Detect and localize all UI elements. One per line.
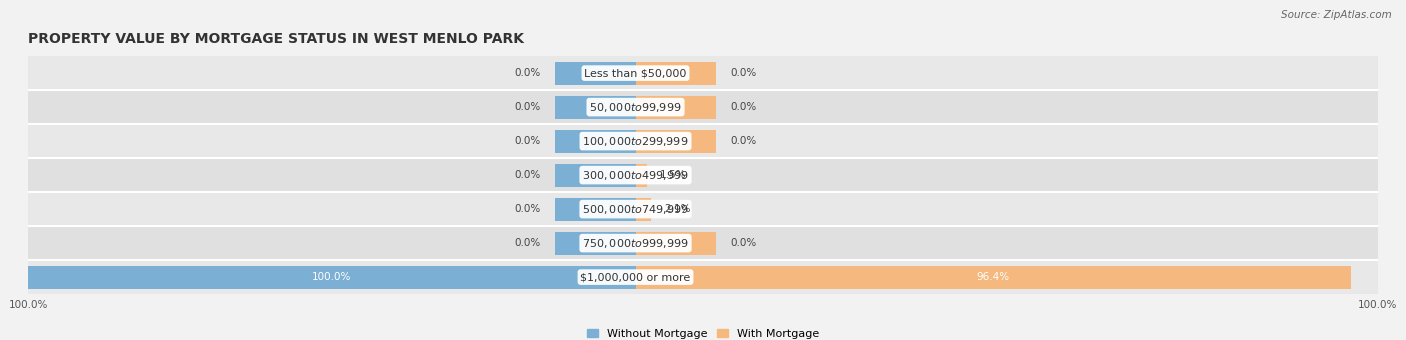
- Bar: [636, 232, 717, 255]
- Bar: [28, 158, 1378, 192]
- Text: 96.4%: 96.4%: [977, 272, 1010, 282]
- Bar: [636, 130, 717, 153]
- Text: $100,000 to $299,999: $100,000 to $299,999: [582, 135, 689, 148]
- Bar: [28, 226, 1378, 260]
- Bar: [28, 260, 1378, 294]
- Text: 0.0%: 0.0%: [730, 136, 756, 146]
- Text: 0.0%: 0.0%: [515, 170, 541, 180]
- Text: $50,000 to $99,999: $50,000 to $99,999: [589, 101, 682, 114]
- Bar: [554, 62, 636, 85]
- Text: 1.5%: 1.5%: [661, 170, 686, 180]
- Text: 100.0%: 100.0%: [312, 272, 352, 282]
- Bar: [636, 198, 651, 221]
- Bar: [28, 56, 1378, 90]
- Bar: [636, 62, 717, 85]
- Bar: [636, 164, 647, 187]
- Bar: [28, 90, 1378, 124]
- Text: $500,000 to $749,999: $500,000 to $749,999: [582, 203, 689, 216]
- Text: 0.0%: 0.0%: [730, 238, 756, 248]
- Text: PROPERTY VALUE BY MORTGAGE STATUS IN WEST MENLO PARK: PROPERTY VALUE BY MORTGAGE STATUS IN WES…: [28, 32, 524, 46]
- Bar: [28, 124, 1378, 158]
- Text: 0.0%: 0.0%: [730, 102, 756, 112]
- Text: $300,000 to $499,999: $300,000 to $499,999: [582, 169, 689, 182]
- Text: 0.0%: 0.0%: [515, 68, 541, 78]
- Text: 0.0%: 0.0%: [515, 136, 541, 146]
- Bar: [554, 96, 636, 119]
- Bar: [28, 266, 636, 289]
- Text: Source: ZipAtlas.com: Source: ZipAtlas.com: [1281, 10, 1392, 20]
- Bar: [636, 266, 1351, 289]
- Bar: [636, 96, 717, 119]
- Legend: Without Mortgage, With Mortgage: Without Mortgage, With Mortgage: [582, 324, 824, 340]
- Bar: [554, 198, 636, 221]
- Text: Less than $50,000: Less than $50,000: [585, 68, 686, 78]
- Text: 0.0%: 0.0%: [515, 102, 541, 112]
- Text: 2.1%: 2.1%: [665, 204, 692, 214]
- Bar: [28, 192, 1378, 226]
- Text: $1,000,000 or more: $1,000,000 or more: [581, 272, 690, 282]
- Text: $750,000 to $999,999: $750,000 to $999,999: [582, 237, 689, 250]
- Bar: [554, 164, 636, 187]
- Bar: [554, 232, 636, 255]
- Text: 0.0%: 0.0%: [515, 204, 541, 214]
- Text: 0.0%: 0.0%: [730, 68, 756, 78]
- Bar: [554, 130, 636, 153]
- Text: 0.0%: 0.0%: [515, 238, 541, 248]
